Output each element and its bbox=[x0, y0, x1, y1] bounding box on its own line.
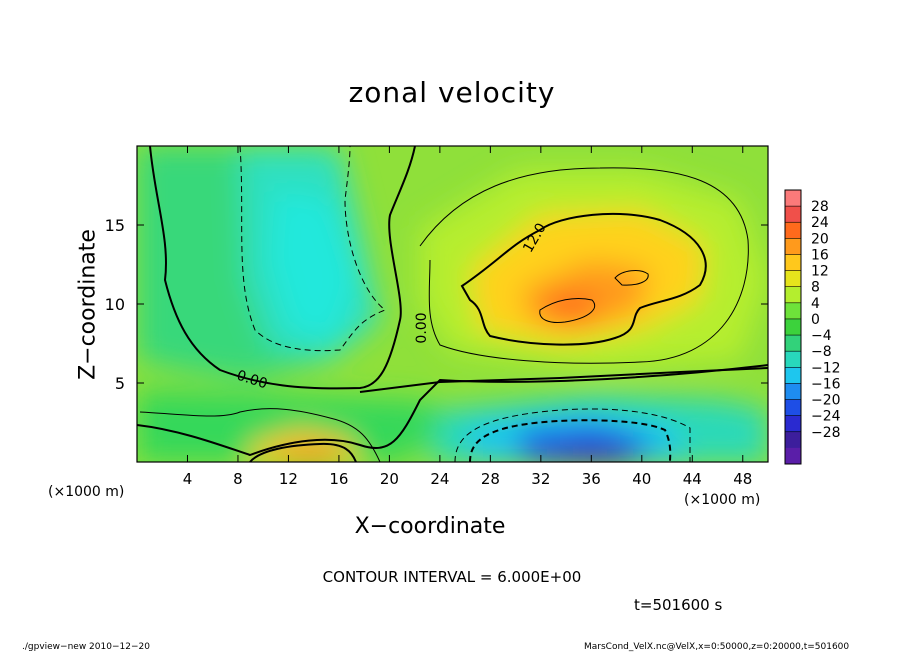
x-tick-label: 24 bbox=[430, 470, 449, 488]
colorbar-swatch bbox=[785, 431, 801, 449]
colorbar-label: 4 bbox=[811, 296, 820, 312]
y-tick-label: 15 bbox=[105, 216, 125, 235]
colorbar-swatch bbox=[785, 447, 801, 465]
x-tick-label: 28 bbox=[481, 470, 500, 488]
colorbar-swatch bbox=[785, 302, 801, 320]
colorbar-swatch bbox=[785, 206, 801, 223]
x-tick-label: 16 bbox=[329, 470, 348, 488]
x-tick-label: 20 bbox=[380, 470, 399, 488]
y-tick-label: 5 bbox=[115, 374, 125, 393]
colorbar-label: −4 bbox=[811, 328, 832, 344]
colorbar-label: −20 bbox=[811, 393, 841, 409]
colorbar-swatch bbox=[785, 190, 801, 207]
colorbar-label: 20 bbox=[811, 231, 829, 247]
x-tick-label: 40 bbox=[632, 470, 651, 488]
y-axis: 5 10 15 bbox=[105, 216, 768, 393]
footer-left: ./gpview−new 2010−12−20 bbox=[22, 642, 150, 652]
colorbar-label: 8 bbox=[811, 280, 820, 296]
time-label: t=501600 s bbox=[634, 596, 723, 614]
field-region-cyan-core bbox=[270, 190, 355, 340]
colorbar-label: 0 bbox=[811, 312, 820, 328]
contour-label: 0.00 bbox=[414, 312, 430, 343]
x-axis: 4 8 12 16 20 24 28 32 36 40 44 48 bbox=[183, 146, 752, 488]
x-tick-label: 48 bbox=[733, 470, 752, 488]
x-unit-right: (×1000 m) bbox=[684, 492, 761, 508]
contour-lines bbox=[137, 146, 768, 462]
x-unit-left: (×1000 m) bbox=[48, 484, 125, 500]
contour-zero-bottom bbox=[137, 364, 768, 457]
y-tick-label: 10 bbox=[105, 295, 125, 314]
chart-title: zonal velocity bbox=[348, 76, 556, 109]
colorbar-frame bbox=[784, 189, 802, 465]
colorbar-label: −16 bbox=[811, 376, 841, 392]
footer-right: MarsCond_VelX.nc@VelX,x=0:50000,z=0:2000… bbox=[584, 642, 850, 652]
colorbar-swatch bbox=[785, 399, 801, 417]
colorbar-swatch bbox=[785, 383, 801, 401]
contour-eighteen-b bbox=[614, 270, 649, 286]
colorbar-label: 16 bbox=[811, 247, 829, 263]
contour-twelve-low bbox=[249, 442, 357, 462]
contour-zero-lower bbox=[359, 367, 768, 393]
y-axis-label: Z−coordinate bbox=[75, 229, 101, 380]
contour-twelve bbox=[460, 212, 707, 346]
contour-neg-six-bottom bbox=[454, 408, 691, 462]
colorbar-swatch bbox=[785, 254, 801, 272]
colorbar-swatch bbox=[785, 367, 801, 384]
colorbar-label: 24 bbox=[811, 215, 829, 231]
colorbar-label: 28 bbox=[811, 199, 829, 215]
colorbar-label: −28 bbox=[811, 425, 841, 441]
contour-neg-six-left bbox=[239, 146, 386, 352]
field-region-low-pos-core bbox=[280, 445, 340, 462]
colorbar-swatch bbox=[785, 222, 801, 239]
colorbar-label: −12 bbox=[811, 360, 841, 376]
colorbar-swatch bbox=[785, 351, 801, 368]
colorbar-swatch bbox=[785, 270, 801, 288]
x-tick-label: 4 bbox=[183, 470, 193, 488]
x-tick-label: 8 bbox=[233, 470, 243, 488]
colorbar-swatch bbox=[785, 286, 801, 304]
x-tick-label: 32 bbox=[531, 470, 550, 488]
colorbar-swatch bbox=[785, 335, 801, 352]
colorbar-label: −8 bbox=[811, 344, 832, 360]
x-tick-label: 36 bbox=[582, 470, 601, 488]
x-tick-label: 44 bbox=[683, 470, 702, 488]
contour-six-right bbox=[419, 167, 749, 364]
contour-neg-twelve bbox=[469, 419, 672, 462]
heatmap-field bbox=[137, 146, 768, 462]
colorbar-label: −24 bbox=[811, 409, 841, 425]
field-region-neg-peak bbox=[560, 442, 620, 462]
colorbar-swatch bbox=[785, 415, 801, 433]
contour-six-low-left bbox=[139, 408, 381, 462]
contour-zero-left bbox=[149, 146, 416, 390]
x-axis-label: X−coordinate bbox=[354, 514, 506, 539]
contour-interval: CONTOUR INTERVAL = 6.000E+00 bbox=[322, 568, 582, 586]
contour-eighteen-a bbox=[539, 297, 596, 323]
colorbar-swatch bbox=[785, 318, 801, 336]
colorbar-swatch bbox=[785, 238, 801, 255]
colorbar-label: 12 bbox=[811, 264, 829, 280]
x-tick-label: 12 bbox=[279, 470, 298, 488]
